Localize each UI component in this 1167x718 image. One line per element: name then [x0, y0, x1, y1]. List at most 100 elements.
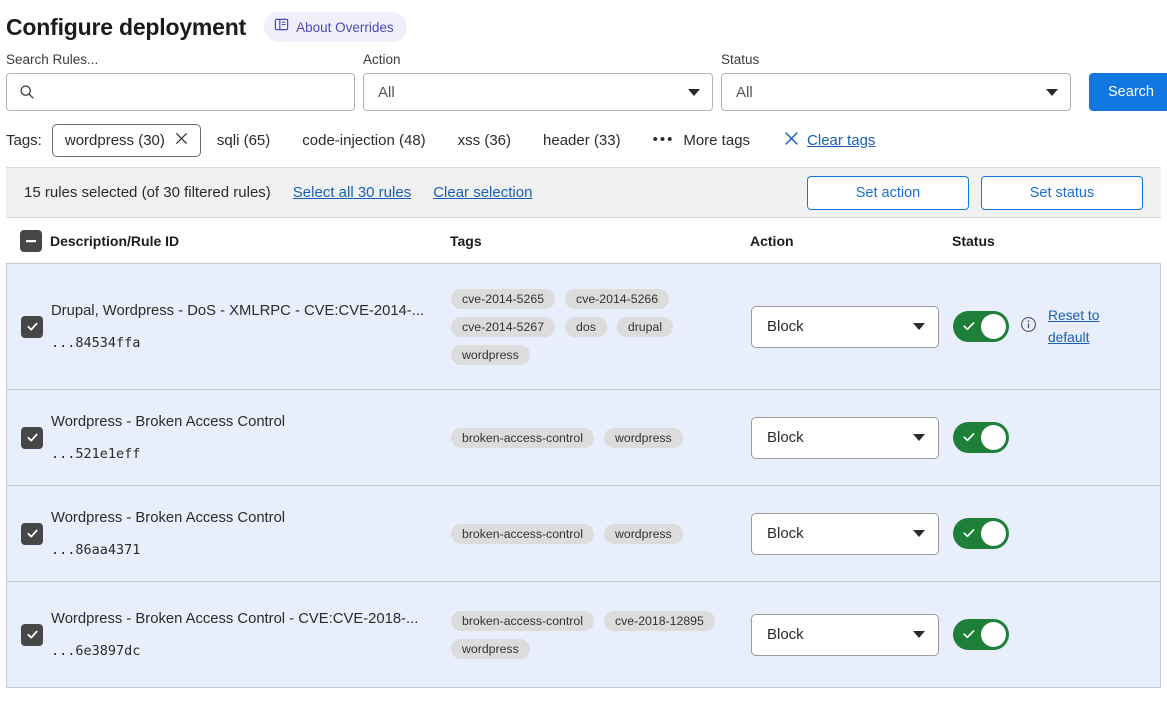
clear-tags-label: Clear tags [807, 131, 876, 149]
row-checkbox[interactable] [21, 623, 43, 646]
selection-count-text: 15 rules selected (of 30 filtered rules) [24, 184, 271, 201]
tag-pill: cve-2014-5267 [451, 316, 556, 337]
chevron-down-icon [913, 434, 925, 441]
select-all-link[interactable]: Select all 30 rules [292, 184, 412, 201]
rule-action-value: Block [767, 318, 804, 335]
tag-pill-list: broken-access-control cve-2018-12895 wor… [451, 610, 741, 659]
column-header-status: Status [952, 232, 995, 249]
info-icon[interactable] [1020, 316, 1037, 338]
select-all-checkbox[interactable] [20, 229, 42, 252]
status-filter-value: All [736, 83, 753, 101]
tag-option-xss[interactable]: xss (36) [457, 131, 512, 149]
action-filter-value: All [378, 83, 395, 101]
toggle-knob [981, 622, 1006, 647]
tag-pill: broken-access-control [451, 523, 594, 544]
rule-id: ...84534ffa [51, 334, 141, 351]
tag-pill: drupal [616, 316, 674, 337]
row-checkbox-cell [21, 426, 51, 449]
rule-action-value: Block [767, 525, 804, 542]
search-input[interactable] [43, 83, 343, 101]
rule-action-select[interactable]: Block [751, 416, 939, 459]
row-checkbox-cell [21, 315, 51, 338]
chevron-down-icon [688, 88, 700, 96]
rule-action-value: Block [767, 429, 804, 446]
ellipsis-icon: ••• [652, 131, 675, 148]
tag-option-sqli[interactable]: sqli (65) [216, 131, 271, 149]
action-field-group: Action All [363, 52, 713, 111]
rule-status-toggle[interactable] [953, 518, 1009, 549]
about-overrides-badge[interactable]: About Overrides [264, 12, 407, 42]
table-row[interactable]: Wordpress - Broken Access Control ...86a… [6, 486, 1161, 582]
more-tags-label: More tags [683, 131, 751, 149]
rule-description-cell: Wordpress - Broken Access Control ...86a… [51, 510, 451, 558]
check-icon [962, 430, 976, 449]
search-field-group: Search Rules... [6, 52, 355, 111]
tag-pill-list: broken-access-control wordpress [451, 523, 741, 544]
rules-table: Description/Rule ID Tags Action Status D… [6, 217, 1161, 688]
rule-tags-cell: cve-2014-5265 cve-2014-5266 cve-2014-526… [451, 288, 751, 365]
tag-chip-label: wordpress (30) [64, 131, 165, 149]
check-icon [962, 627, 976, 646]
search-button[interactable]: Search [1089, 73, 1167, 111]
chevron-down-icon [913, 530, 925, 537]
table-row[interactable]: Wordpress - Broken Access Control ...521… [6, 390, 1161, 486]
rule-action-select[interactable]: Block [751, 512, 939, 555]
column-header-action: Action [750, 232, 794, 249]
rule-status-cell [953, 518, 1160, 549]
rule-status-toggle[interactable] [953, 422, 1009, 453]
rule-status-toggle[interactable] [953, 311, 1009, 342]
table-row[interactable]: Drupal, Wordpress - DoS - XMLRPC - CVE:C… [6, 264, 1161, 390]
set-action-button[interactable]: Set action [807, 175, 969, 210]
rule-status-cell: Reset to default [953, 305, 1160, 348]
tag-pill-list: cve-2014-5265 cve-2014-5266 cve-2014-526… [451, 288, 741, 365]
search-input-wrapper[interactable] [6, 73, 355, 111]
status-filter-select[interactable]: All [721, 73, 1071, 111]
rule-tags-cell: broken-access-control cve-2018-12895 wor… [451, 610, 751, 659]
more-tags-button[interactable]: ••• More tags [643, 125, 760, 156]
table-row[interactable]: Wordpress - Broken Access Control - CVE:… [6, 582, 1161, 688]
rule-action-cell: Block [751, 512, 953, 555]
action-filter-select[interactable]: All [363, 73, 713, 111]
toggle-knob [981, 425, 1006, 450]
tag-pill: cve-2018-12895 [603, 610, 715, 631]
row-checkbox-cell [21, 522, 51, 545]
row-checkbox[interactable] [21, 426, 43, 449]
status-field-group: Status All [721, 52, 1071, 111]
close-icon[interactable] [175, 132, 188, 149]
set-status-button[interactable]: Set status [981, 175, 1143, 210]
tag-pill: dos [565, 316, 607, 337]
rule-action-cell: Block [751, 416, 953, 459]
clear-selection-link[interactable]: Clear selection [433, 184, 533, 201]
rule-status-toggle[interactable] [953, 619, 1009, 650]
tag-pill: cve-2014-5265 [451, 288, 556, 309]
reset-to-default-link[interactable]: Reset to default [1048, 308, 1100, 345]
row-checkbox-cell [21, 623, 51, 646]
tag-pill: broken-access-control [451, 427, 594, 448]
table-header-row: Description/Rule ID Tags Action Status [6, 218, 1161, 264]
search-icon [19, 84, 35, 105]
rule-description: Drupal, Wordpress - DoS - XMLRPC - CVE:C… [51, 302, 425, 319]
action-label: Action [363, 52, 401, 67]
rule-action-select[interactable]: Block [751, 305, 939, 348]
check-icon [962, 526, 976, 545]
page-title: Configure deployment [6, 13, 247, 40]
tag-pill: wordpress [451, 638, 530, 659]
rule-status-cell [953, 422, 1160, 453]
clear-tags-button[interactable]: Clear tags [774, 124, 885, 157]
tag-option-header[interactable]: header (33) [543, 131, 621, 149]
tag-chip-active-wordpress[interactable]: wordpress (30) [51, 123, 201, 157]
filters-toolbar: Search Rules... Action All Status All Se… [0, 44, 1167, 111]
tag-pill: cve-2014-5266 [565, 288, 670, 309]
tags-label: Tags: [6, 131, 42, 149]
rule-description-cell: Drupal, Wordpress - DoS - XMLRPC - CVE:C… [51, 303, 451, 351]
close-icon [784, 131, 799, 150]
chevron-down-icon [913, 631, 925, 638]
rule-action-select[interactable]: Block [751, 613, 939, 656]
row-checkbox[interactable] [21, 522, 43, 545]
toggle-knob [981, 314, 1006, 339]
chevron-down-icon [913, 323, 925, 330]
tag-option-code-injection[interactable]: code-injection (48) [302, 131, 426, 149]
row-checkbox[interactable] [21, 315, 43, 338]
column-header-tags: Tags [450, 232, 482, 249]
